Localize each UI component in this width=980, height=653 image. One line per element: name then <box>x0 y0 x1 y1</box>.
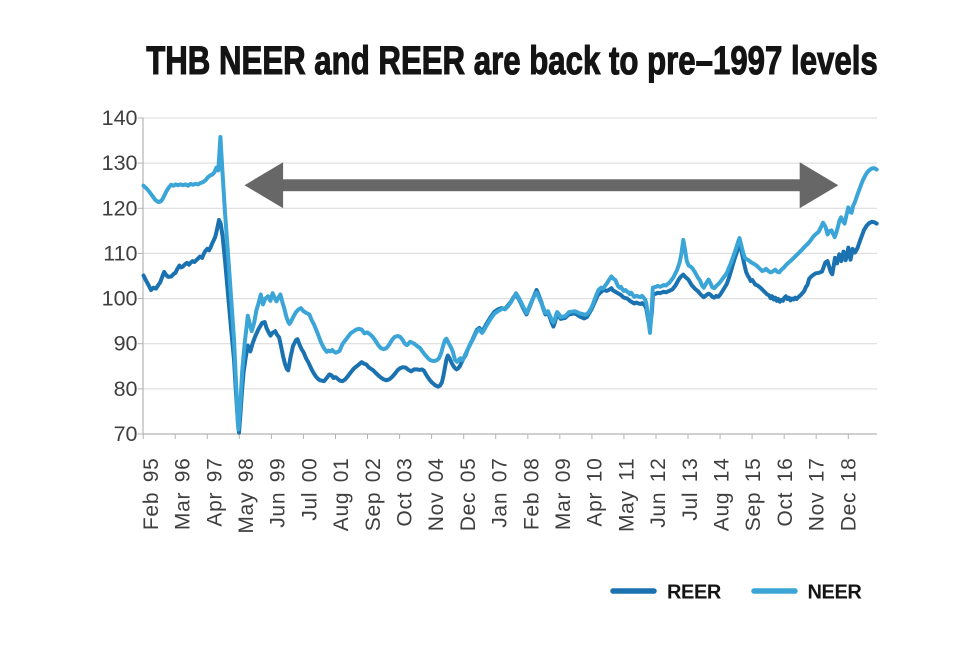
svg-text:110: 110 <box>103 241 137 265</box>
svg-text:Jul 00: Jul 00 <box>298 458 321 521</box>
svg-text:Sep 15: Sep 15 <box>742 458 765 532</box>
svg-text:Apr 97: Apr 97 <box>203 458 226 527</box>
svg-text:May 98: May 98 <box>235 458 258 534</box>
svg-text:130: 130 <box>102 151 138 175</box>
svg-text:140: 140 <box>102 106 138 130</box>
svg-text:Mar 09: Mar 09 <box>552 458 575 531</box>
svg-text:Sep 02: Sep 02 <box>362 458 385 532</box>
svg-text:80: 80 <box>114 377 138 401</box>
svg-text:Feb 08: Feb 08 <box>520 458 543 531</box>
svg-text:Oct 16: Oct 16 <box>774 458 797 527</box>
svg-text:120: 120 <box>102 196 138 220</box>
svg-text:May 11: May 11 <box>615 458 638 533</box>
svg-text:Dec 05: Dec 05 <box>457 458 480 532</box>
svg-text:REER: REER <box>667 582 722 604</box>
svg-text:Oct 03: Oct 03 <box>394 458 417 527</box>
svg-text:NEER: NEER <box>808 582 863 604</box>
svg-text:Jun 12: Jun 12 <box>647 458 670 528</box>
svg-text:Nov 04: Nov 04 <box>425 458 448 532</box>
svg-text:90: 90 <box>114 332 138 356</box>
svg-text:THB NEER and REER are back to: THB NEER and REER are back to pre–1997 l… <box>146 38 878 83</box>
svg-text:Mar 96: Mar 96 <box>172 458 195 531</box>
svg-text:100: 100 <box>102 287 138 311</box>
svg-text:Jun 99: Jun 99 <box>267 458 290 528</box>
svg-text:Aug 14: Aug 14 <box>711 458 734 532</box>
svg-text:Jan 07: Jan 07 <box>489 458 512 528</box>
svg-text:Aug 01: Aug 01 <box>330 458 353 532</box>
svg-text:Apr 10: Apr 10 <box>584 458 607 527</box>
svg-text:Dec 18: Dec 18 <box>837 458 860 532</box>
svg-text:Jul 13: Jul 13 <box>679 458 702 521</box>
svg-text:Feb 95: Feb 95 <box>140 458 163 531</box>
svg-text:Nov 17: Nov 17 <box>806 458 829 532</box>
svg-text:70: 70 <box>114 422 138 446</box>
